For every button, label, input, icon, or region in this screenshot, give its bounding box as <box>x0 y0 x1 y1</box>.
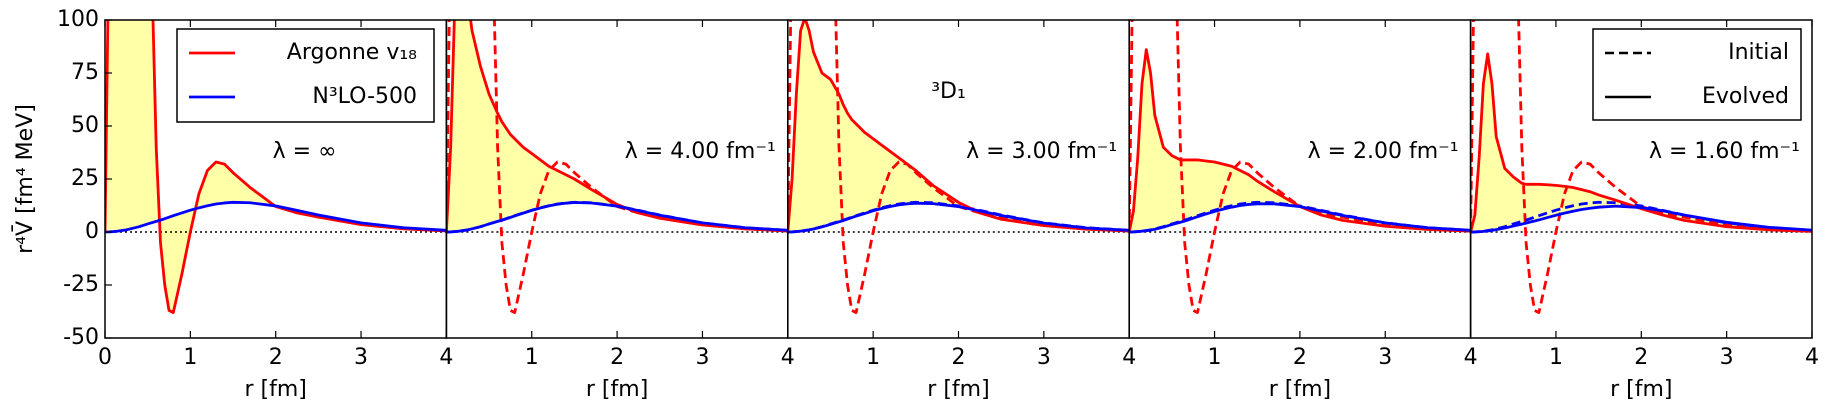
x-tick-label: 2 <box>610 345 624 370</box>
y-axis-label: r⁴V̄ [fm⁴ MeV] <box>12 104 38 254</box>
annotation: λ = 3.00 fm⁻¹ <box>966 139 1117 164</box>
y-tick-label: 25 <box>71 166 99 191</box>
y-tick-label: 100 <box>57 7 99 32</box>
annotation: λ = ∞ <box>273 139 337 164</box>
annotation: λ = 4.00 fm⁻¹ <box>625 139 776 164</box>
x-axis-label: r [fm] <box>1269 377 1331 402</box>
x-tick-label: 1 <box>183 345 197 370</box>
plot-area <box>1470 20 1812 314</box>
x-tick-label: 3 <box>1037 345 1051 370</box>
x-tick-label: 4 <box>1805 345 1819 370</box>
fill-between <box>1470 53 1812 232</box>
y-tick-label: -50 <box>63 325 99 350</box>
plot-area <box>1129 20 1471 314</box>
x-axis-label: r [fm] <box>245 377 307 402</box>
fill-between <box>446 20 788 232</box>
fill-between <box>787 20 1130 232</box>
series-line <box>1470 204 1812 234</box>
series-line <box>105 20 447 314</box>
x-tick-label: 3 <box>1720 345 1734 370</box>
series-line <box>105 200 447 234</box>
fill-between <box>105 20 447 313</box>
y-tick-label: 75 <box>71 60 99 85</box>
x-tick-label: 4 <box>439 345 453 370</box>
x-tick-label: 0 <box>98 345 112 370</box>
x-tick-label: 4 <box>1122 345 1136 370</box>
series-line <box>446 201 788 234</box>
x-tick-label: 1 <box>1208 345 1222 370</box>
annotation: λ = 2.00 fm⁻¹ <box>1308 139 1459 164</box>
y-tick-label: 0 <box>85 219 99 244</box>
plot-area <box>105 20 447 314</box>
x-tick-label: 3 <box>354 345 368 370</box>
series-line <box>1129 48 1471 233</box>
x-tick-label: 1 <box>525 345 539 370</box>
plot-area <box>787 20 1130 314</box>
x-tick-label: 1 <box>866 345 880 370</box>
x-tick-label: 2 <box>952 345 966 370</box>
x-tick-label: 2 <box>269 345 283 370</box>
legend-label: Evolved <box>1702 84 1789 109</box>
x-tick-label: 3 <box>695 345 709 370</box>
series-line <box>1129 202 1471 234</box>
x-tick-label: 2 <box>1293 345 1307 370</box>
x-tick-label: 2 <box>1634 345 1648 370</box>
legend-box <box>176 28 435 123</box>
x-tick-label: 4 <box>781 345 795 370</box>
x-axis-label: r [fm] <box>586 377 648 402</box>
x-tick-label: 1 <box>1549 345 1563 370</box>
legend-label: Argonne v₁₈ <box>287 40 417 65</box>
legend-label: Initial <box>1728 40 1789 65</box>
legend-box <box>1592 28 1802 121</box>
annotation: λ = 1.60 fm⁻¹ <box>1649 139 1800 164</box>
x-tick-label: 4 <box>1464 345 1478 370</box>
x-axis-label: r [fm] <box>927 377 989 402</box>
y-tick-label: -25 <box>63 272 99 297</box>
legend-label: N³LO-500 <box>312 84 417 109</box>
plot-area <box>446 20 788 314</box>
x-tick-label: 3 <box>1378 345 1392 370</box>
channel-label: ³D₁ <box>931 79 966 104</box>
y-tick-label: 50 <box>71 113 99 138</box>
fill-between <box>1129 49 1471 232</box>
x-axis-label: r [fm] <box>1610 377 1672 402</box>
series-line <box>1470 52 1812 233</box>
series-line <box>787 201 1130 234</box>
